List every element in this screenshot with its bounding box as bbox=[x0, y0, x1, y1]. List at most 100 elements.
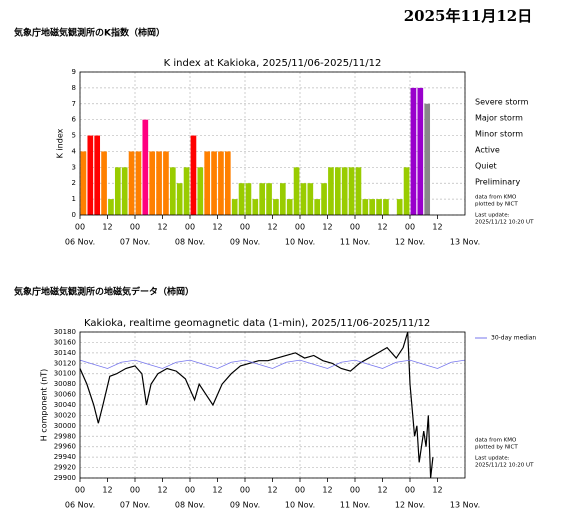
y-tick-label: 29980 bbox=[54, 432, 76, 440]
bar bbox=[376, 199, 382, 215]
note: Last update: bbox=[475, 213, 510, 219]
section-heading: 気象庁地磁気観測所のK指数（柿岡） bbox=[14, 27, 165, 39]
data-line bbox=[79, 331, 434, 479]
bar bbox=[87, 135, 94, 215]
x-tick-label: 12 bbox=[157, 223, 167, 232]
bar bbox=[410, 87, 417, 215]
day-label: 10 Nov. bbox=[285, 238, 315, 247]
bar bbox=[424, 103, 431, 215]
day-label: 07 Nov. bbox=[120, 238, 150, 247]
y-tick-label: 3 bbox=[72, 163, 76, 171]
note: data from KMO bbox=[475, 438, 517, 444]
bar bbox=[328, 167, 334, 215]
note: data from KMO bbox=[475, 195, 517, 201]
bar bbox=[94, 135, 101, 215]
day-label: 08 Nov. bbox=[175, 238, 205, 247]
y-tick-label: 30120 bbox=[54, 359, 76, 367]
note: plotted by NICT bbox=[475, 445, 518, 451]
day-label: 09 Nov. bbox=[230, 501, 260, 510]
bar bbox=[231, 199, 238, 215]
chart-title: K index at Kakioka, 2025/11/06-2025/11/1… bbox=[164, 58, 382, 69]
bar bbox=[321, 183, 327, 215]
bar bbox=[108, 199, 114, 215]
chart-title: Kakioka, realtime geomagnetic data (1-mi… bbox=[84, 318, 430, 329]
x-tick-label: 00 bbox=[240, 486, 250, 495]
day-label: 08 Nov. bbox=[175, 501, 205, 510]
bar bbox=[190, 135, 197, 215]
x-tick-label: 12 bbox=[322, 486, 332, 495]
bar bbox=[149, 151, 156, 215]
bar bbox=[238, 183, 245, 215]
x-tick-label: 12 bbox=[102, 223, 112, 232]
x-tick-label: 00 bbox=[240, 223, 250, 232]
y-tick-label: 29920 bbox=[54, 464, 76, 472]
y-tick-label: 6 bbox=[72, 116, 77, 124]
y-tick-label: 30060 bbox=[54, 391, 76, 399]
y-tick-label: 4 bbox=[72, 147, 77, 155]
y-tick-label: 30140 bbox=[54, 349, 76, 357]
y-tick-label: 8 bbox=[72, 84, 76, 92]
x-tick-label: 12 bbox=[102, 486, 112, 495]
note: 2025/11/12 10:20 UT bbox=[475, 220, 534, 226]
note: 2025/11/12 10:20 UT bbox=[475, 463, 534, 469]
bar bbox=[245, 183, 252, 215]
x-tick-label: 00 bbox=[75, 486, 85, 495]
day-label: 13 Nov. bbox=[450, 501, 480, 510]
note: plotted by NICT bbox=[475, 202, 518, 208]
x-tick-label: 00 bbox=[405, 486, 415, 495]
y-tick-label: 30020 bbox=[54, 411, 76, 419]
bar bbox=[135, 151, 142, 215]
bar bbox=[348, 167, 355, 215]
bar bbox=[355, 167, 362, 215]
plot-frame bbox=[79, 331, 466, 479]
bar bbox=[204, 151, 211, 215]
bar bbox=[307, 183, 314, 215]
bar bbox=[383, 199, 389, 215]
y-tick-label: 30180 bbox=[54, 328, 76, 336]
day-label: 11 Nov. bbox=[340, 501, 370, 510]
legend-label: Severe storm bbox=[475, 98, 529, 107]
x-tick-label: 12 bbox=[432, 223, 442, 232]
plot-frame bbox=[79, 71, 466, 216]
bar bbox=[286, 199, 293, 215]
bar bbox=[417, 87, 424, 215]
bar bbox=[101, 151, 107, 215]
bar bbox=[211, 151, 217, 215]
y-tick-label: 29960 bbox=[54, 443, 76, 451]
legend-label: Major storm bbox=[475, 114, 523, 123]
bar bbox=[80, 151, 87, 215]
x-tick-label: 00 bbox=[130, 486, 140, 495]
legend-label: Preliminary bbox=[475, 178, 520, 187]
bar bbox=[218, 151, 224, 215]
x-tick-label: 00 bbox=[185, 486, 195, 495]
x-tick-label: 12 bbox=[377, 486, 387, 495]
bar bbox=[197, 167, 204, 215]
y-tick-label: 30000 bbox=[54, 422, 76, 430]
y-tick-label: 1 bbox=[72, 195, 76, 203]
legend-label: Minor storm bbox=[475, 130, 523, 139]
bar bbox=[121, 167, 128, 215]
y-axis-label: H component (nT) bbox=[40, 369, 49, 442]
y-tick-label: 5 bbox=[72, 132, 76, 140]
y-tick-label: 30080 bbox=[54, 380, 76, 388]
bar bbox=[403, 167, 410, 215]
bar bbox=[128, 151, 135, 215]
bar bbox=[334, 167, 341, 215]
x-tick-label: 12 bbox=[157, 486, 167, 495]
note: Last update: bbox=[475, 456, 510, 462]
bar bbox=[142, 119, 149, 215]
day-label: 07 Nov. bbox=[120, 501, 150, 510]
bar bbox=[169, 167, 176, 215]
y-tick-label: 30100 bbox=[54, 370, 76, 378]
bar bbox=[279, 183, 286, 215]
legend-label: 30-day median bbox=[491, 335, 536, 342]
x-tick-label: 12 bbox=[212, 486, 222, 495]
y-tick-label: 0 bbox=[72, 211, 76, 219]
bar bbox=[156, 151, 162, 215]
bar bbox=[183, 167, 190, 215]
bar bbox=[163, 151, 169, 215]
y-tick-label: 9 bbox=[72, 68, 76, 76]
y-tick-label: 30160 bbox=[54, 338, 76, 346]
